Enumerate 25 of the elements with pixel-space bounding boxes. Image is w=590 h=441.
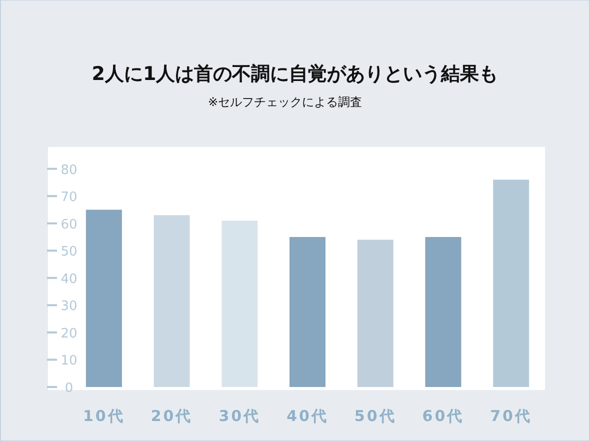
x-tick-label: 40代 xyxy=(286,407,328,425)
bar xyxy=(357,240,394,387)
bar xyxy=(290,237,326,387)
x-tick-label: 10代 xyxy=(82,407,125,425)
x-tick-label: 30代 xyxy=(218,407,261,425)
y-tick-label: 80 xyxy=(60,162,78,178)
y-tick-label: 40 xyxy=(60,272,78,287)
x-tick-label: 60代 xyxy=(422,407,464,425)
y-tick-label: 60 xyxy=(60,217,78,232)
y-tick-label: 0 xyxy=(64,381,74,396)
bar xyxy=(86,210,122,387)
bar xyxy=(493,180,530,387)
bar xyxy=(154,215,190,387)
bar xyxy=(425,237,462,387)
y-tick-label: 10 xyxy=(60,354,78,369)
bar xyxy=(222,220,258,387)
y-tick-label: 30 xyxy=(60,299,78,314)
x-tick-label: 50代 xyxy=(354,407,396,425)
y-tick-label: 70 xyxy=(60,190,78,206)
y-tick-label: 50 xyxy=(60,244,78,260)
chart-subtitle: ※セルフチェックによる調査 xyxy=(208,95,362,109)
x-tick-label: 20代 xyxy=(150,407,193,425)
chart-title: 2人に1人は首の不調に自覚がありという結果も xyxy=(92,63,498,85)
y-tick-label: 20 xyxy=(60,326,78,342)
x-tick-label: 70代 xyxy=(490,407,532,425)
